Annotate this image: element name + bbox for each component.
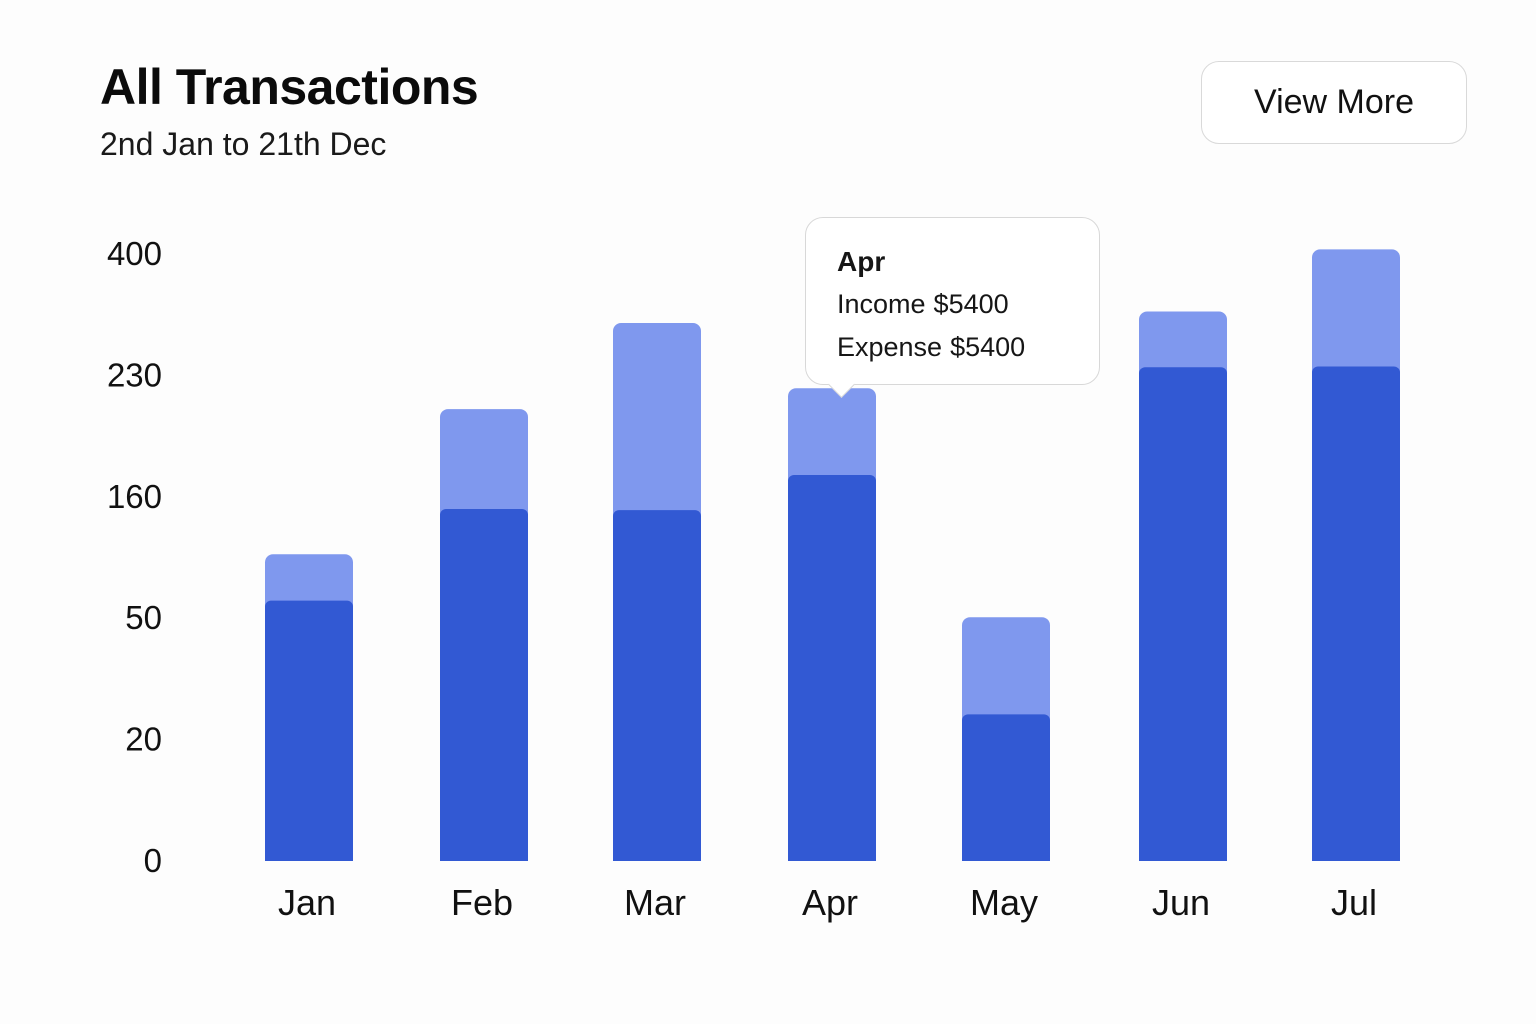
page-title: All Transactions <box>100 59 479 115</box>
bar-base <box>440 852 528 861</box>
x-tick-label: Feb <box>451 882 513 923</box>
y-tick-label: 50 <box>125 599 162 636</box>
tooltip-expense-label: Expense <box>837 332 943 362</box>
y-tick-label: 20 <box>125 721 162 758</box>
tooltip-income-row: Income $5400 <box>837 283 1099 326</box>
x-tick-label: Mar <box>624 882 686 923</box>
bar-lower-segment <box>1312 366 1400 860</box>
bar-tooltip: Apr Income $5400 Expense $5400 <box>805 217 1100 385</box>
bar-lower-segment <box>962 714 1050 860</box>
bar-lower-segment <box>1139 367 1227 860</box>
tooltip-income-label: Income <box>837 289 926 319</box>
bar-lower-segment <box>440 509 528 860</box>
y-tick-label: 400 <box>107 235 162 272</box>
x-tick-label: Apr <box>802 882 858 923</box>
bar-lower-segment <box>788 474 876 860</box>
bar-lower-segment <box>613 510 701 860</box>
tooltip-expense-row: Expense $5400 <box>837 326 1099 369</box>
y-tick-label: 160 <box>107 478 162 515</box>
bar-base <box>1312 852 1400 861</box>
bar-base <box>788 852 876 861</box>
x-tick-label: Jun <box>1152 882 1210 923</box>
bar-base <box>962 852 1050 861</box>
bar-base <box>265 852 353 861</box>
date-range-subtitle: 2nd Jan to 21th Dec <box>100 126 387 162</box>
y-tick-label: 230 <box>107 356 162 393</box>
x-tick-label: Jul <box>1331 882 1377 923</box>
tooltip-income-value: $5400 <box>933 289 1009 319</box>
y-tick-label: 0 <box>144 842 162 879</box>
bar-base <box>1139 852 1227 861</box>
x-tick-label: May <box>970 882 1038 923</box>
view-more-button[interactable]: View More <box>1201 61 1467 144</box>
bar-lower-segment <box>265 600 353 860</box>
tooltip-expense-value: $5400 <box>950 332 1026 362</box>
bar-base <box>613 852 701 861</box>
tooltip-month: Apr <box>837 246 886 277</box>
x-tick-label: Jan <box>278 882 336 923</box>
